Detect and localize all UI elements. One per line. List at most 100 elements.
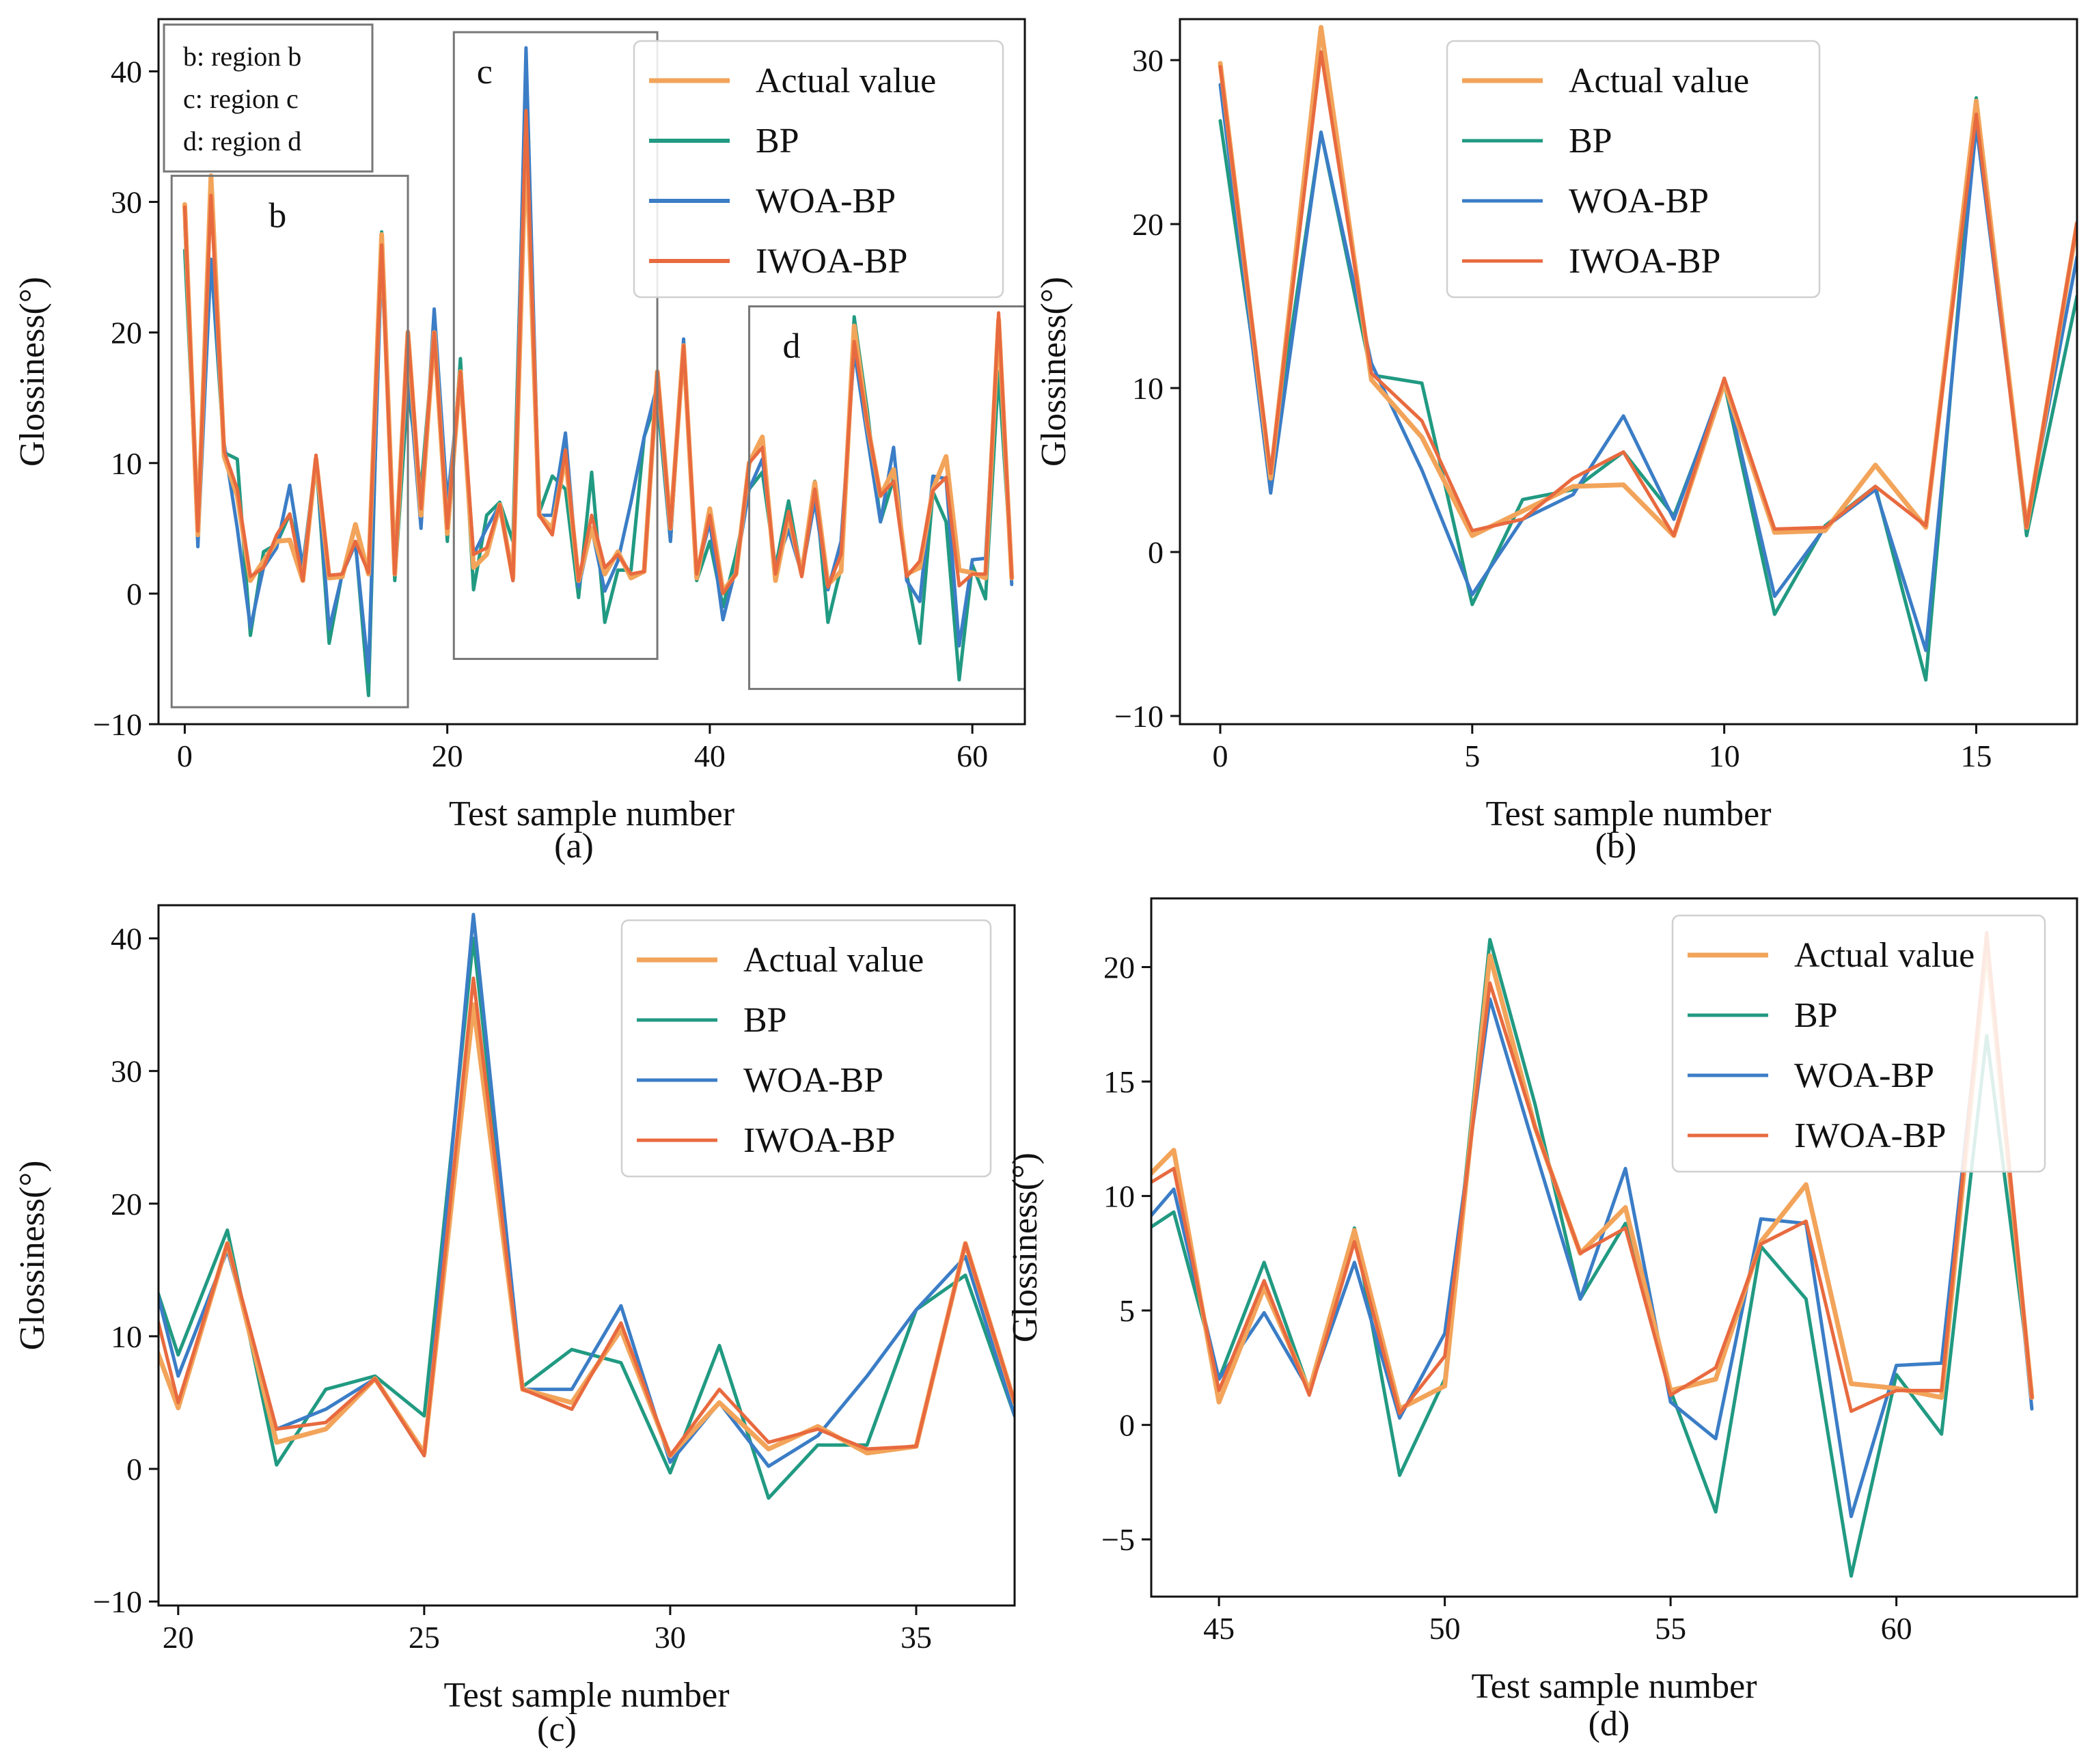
y-tick-label: 20 <box>111 316 142 350</box>
x-tick-label: 0 <box>177 739 193 773</box>
axes-frame <box>157 904 1016 1607</box>
y-axis-label: Glossiness(°) <box>13 277 52 467</box>
y-tick-label: 10 <box>111 1319 142 1354</box>
series-line-iwoa-bp <box>1151 931 2034 1416</box>
x-tick-label: 35 <box>900 1620 932 1655</box>
region-label-c: c <box>477 53 493 92</box>
y-tick-label: 20 <box>1103 950 1135 985</box>
panel-caption: (a) <box>554 827 594 866</box>
panel-caption: (b) <box>1595 827 1637 866</box>
x-tick-label: 20 <box>163 1620 194 1655</box>
x-tick-label: 40 <box>694 739 726 773</box>
legend-label: IWOA-BP <box>756 242 907 281</box>
y-tick-label: 10 <box>1103 1179 1135 1214</box>
y-tick-label: 40 <box>111 54 142 89</box>
y-axis-label: Glossiness(°) <box>1006 1153 1045 1342</box>
y-tick-label: −10 <box>93 707 142 742</box>
x-tick-label: 10 <box>1709 739 1740 773</box>
x-tick-label: 0 <box>1213 739 1228 773</box>
region-box-c <box>452 31 659 660</box>
legend-label: Actual value <box>1569 61 1749 100</box>
annotation-box <box>163 23 374 173</box>
legend-label: Actual value <box>756 61 936 100</box>
axes-frame <box>1179 18 2078 726</box>
legend: Actual value BP WOA-BP IWOA-BP <box>1671 914 2046 1173</box>
legend-label: WOA-BP <box>756 182 896 221</box>
x-tick-label: 50 <box>1429 1611 1461 1646</box>
annotation-line: b: region b <box>183 41 301 72</box>
x-tick-label: 20 <box>432 739 463 773</box>
legend-frame <box>1446 40 1821 299</box>
annotation-line: d: region d <box>183 126 301 156</box>
y-axis-label: Glossiness(°) <box>1034 277 1073 467</box>
annotation-line: c: region c <box>183 83 299 114</box>
y-tick-label: 0 <box>126 1452 142 1487</box>
series-line-bp <box>159 937 1015 1500</box>
x-tick-label: 5 <box>1464 739 1480 773</box>
panel-caption: (c) <box>537 1710 577 1749</box>
panel-b: Actual value BP WOA-BP IWOA-BP 0 5 10 15 −10 0 10 2… <box>1034 18 2078 866</box>
legend-label: WOA-BP <box>1569 182 1709 221</box>
series-group <box>182 46 1015 698</box>
y-tick-label: 30 <box>1132 43 1164 78</box>
x-axis-label: Test sample number <box>443 1676 729 1715</box>
y-tick-label: 15 <box>1103 1064 1135 1099</box>
x-tick-label: 15 <box>1960 739 1992 773</box>
series-group <box>1151 931 2035 1578</box>
panel-a: b c d b: region b c: region c d: region d Actu… <box>13 18 1026 866</box>
axes-frame <box>157 18 1026 726</box>
y-tick-label: 10 <box>111 446 142 481</box>
legend: Actual value BP WOA-BP IWOA-BP <box>633 40 1004 299</box>
y-tick-label: 30 <box>111 1054 142 1089</box>
legend-label: WOA-BP <box>743 1061 883 1100</box>
y-tick-label: 30 <box>111 185 142 220</box>
legend-frame <box>1671 914 2046 1173</box>
series-group <box>1218 25 2077 682</box>
legend-label: BP <box>1569 122 1612 161</box>
legend-label: BP <box>743 1001 787 1040</box>
legend-label: Actual value <box>743 941 924 980</box>
legend-label: BP <box>756 122 799 161</box>
series-group <box>159 913 1015 1500</box>
legend: Actual value BP WOA-BP IWOA-BP <box>620 919 992 1178</box>
x-axis-label: Test sample number <box>1485 795 1771 833</box>
x-tick-label: 60 <box>1881 1611 1912 1646</box>
x-axis-label: Test sample number <box>449 795 734 833</box>
y-tick-label: 40 <box>111 922 142 956</box>
panel-c: Actual value BP WOA-BP IWOA-BP 20 25 30 35 −10 0 1… <box>13 904 1016 1749</box>
y-tick-label: −5 <box>1101 1522 1135 1557</box>
x-tick-label: 25 <box>409 1620 440 1655</box>
series-line-woa-bp <box>159 913 1015 1468</box>
region-box-b <box>170 174 409 708</box>
region-label-d: d <box>783 327 801 366</box>
y-tick-label: 0 <box>1148 535 1164 570</box>
legend-label: IWOA-BP <box>743 1121 895 1160</box>
series-line-iwoa-bp <box>182 109 1014 596</box>
x-tick-label: 55 <box>1655 1611 1686 1646</box>
y-tick-label: −10 <box>93 1584 142 1619</box>
legend-frame <box>620 919 992 1178</box>
panel-d: Actual value BP WOA-BP IWOA-BP 45 50 55 60 −5 0 5 1… <box>1006 897 2078 1744</box>
legend-label: BP <box>1794 996 1838 1035</box>
legend-frame <box>633 40 1004 299</box>
y-tick-label: 0 <box>126 577 142 611</box>
legend-label: IWOA-BP <box>1794 1116 1946 1155</box>
legend: Actual value BP WOA-BP IWOA-BP <box>1446 40 1821 299</box>
axes-frame <box>1150 897 2078 1598</box>
y-tick-label: 5 <box>1119 1293 1135 1328</box>
x-tick-label: 45 <box>1203 1611 1235 1646</box>
x-tick-label: 30 <box>655 1620 686 1655</box>
x-axis-label: Test sample number <box>1471 1667 1757 1706</box>
legend-label: WOA-BP <box>1794 1056 1934 1095</box>
region-label-b: b <box>269 196 286 235</box>
y-tick-label: 10 <box>1132 371 1164 406</box>
series-line-iwoa-bp <box>159 976 1015 1458</box>
y-tick-label: −10 <box>1114 699 1164 734</box>
panel-caption: (d) <box>1589 1705 1630 1744</box>
y-axis-label: Glossiness(°) <box>13 1161 52 1351</box>
y-tick-label: 20 <box>1132 207 1164 242</box>
legend-label: Actual value <box>1794 936 1975 975</box>
y-tick-label: 0 <box>1119 1408 1135 1443</box>
y-tick-label: 20 <box>111 1187 142 1222</box>
